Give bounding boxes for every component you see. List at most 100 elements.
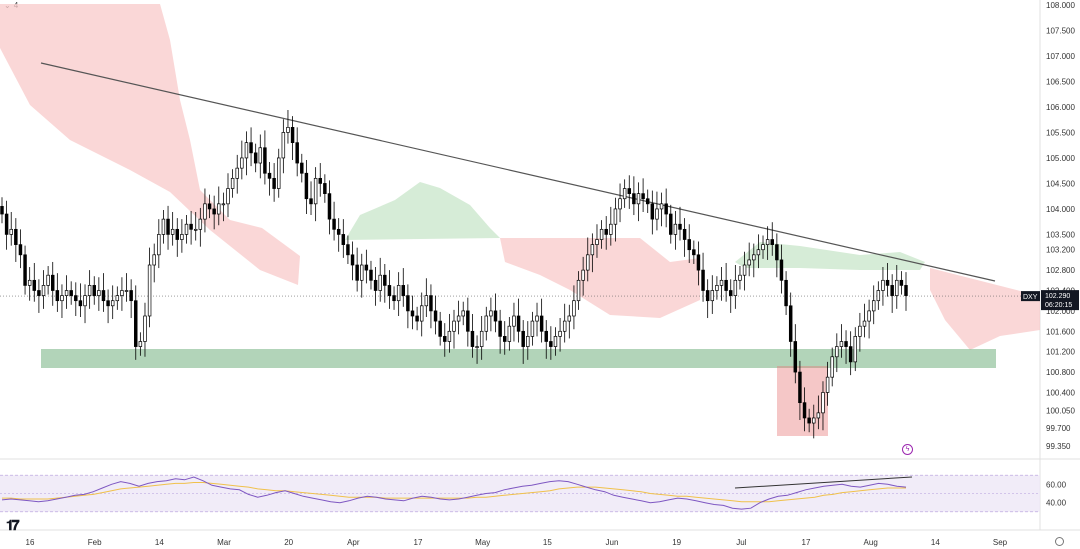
candle-down xyxy=(678,223,682,230)
candle-down xyxy=(401,285,405,296)
candle-up xyxy=(567,315,572,322)
price-tick-label: 102.800 xyxy=(1046,266,1075,275)
price-tick-label: 102.000 xyxy=(1046,307,1075,316)
price-tick-label: 105.000 xyxy=(1046,154,1075,163)
time-tick-label: May xyxy=(475,538,490,547)
candle-down xyxy=(433,310,438,322)
candle-up xyxy=(609,223,613,235)
candle-up xyxy=(553,336,558,347)
candle-down xyxy=(770,239,774,245)
time-tick-label: 15 xyxy=(543,538,552,547)
price-tick-label: 106.500 xyxy=(1046,77,1075,86)
candle-up xyxy=(360,264,364,281)
time-tick-label: 16 xyxy=(26,538,35,547)
candle-up xyxy=(180,234,184,240)
candle-up xyxy=(286,127,290,133)
support-zone xyxy=(41,349,996,368)
candle-down xyxy=(175,228,179,240)
candle-up xyxy=(424,295,429,307)
time-tick-label: Aug xyxy=(864,538,878,547)
candle-up xyxy=(419,305,424,322)
candle-down xyxy=(549,341,553,347)
candle-up xyxy=(489,310,493,317)
candle-up xyxy=(27,279,32,286)
candle-down xyxy=(438,320,442,337)
candle-down xyxy=(134,300,138,347)
rsi-tick-label: 60.00 xyxy=(1046,480,1067,489)
candle-up xyxy=(217,203,221,215)
candle-up xyxy=(535,315,539,322)
candle-down xyxy=(267,172,272,179)
candle-up xyxy=(170,228,175,235)
highlight-box xyxy=(777,366,828,436)
price-tick-label: 101.600 xyxy=(1046,327,1075,336)
candle-up xyxy=(97,290,101,296)
time-tick-label: 14 xyxy=(931,538,940,547)
candle-down xyxy=(69,290,73,296)
time-tick-label: Mar xyxy=(217,538,231,547)
candle-up xyxy=(507,325,512,342)
candle-down xyxy=(295,142,299,164)
candle-up xyxy=(64,290,69,296)
time-tick-label: 19 xyxy=(672,538,681,547)
candle-up xyxy=(152,254,156,266)
candle-up xyxy=(230,177,235,189)
candle-up xyxy=(558,330,562,337)
candle-down xyxy=(687,239,691,251)
time-tick-label: 17 xyxy=(802,538,811,547)
trendline xyxy=(40,62,996,282)
candle-down xyxy=(775,244,779,261)
candle-up xyxy=(41,285,46,296)
candle-down xyxy=(272,177,276,189)
candle-up xyxy=(576,279,581,302)
candle-up xyxy=(277,157,281,189)
candle-up xyxy=(742,264,747,276)
flash-alert-icon[interactable]: ϟ xyxy=(902,444,913,455)
candle-down xyxy=(212,208,216,215)
candle-up xyxy=(203,203,207,220)
candle-down xyxy=(290,127,295,144)
last-price-tag xyxy=(1041,290,1079,311)
bearish-cloud-3 xyxy=(930,268,1040,350)
candle-down xyxy=(793,341,798,373)
candle-down xyxy=(682,228,687,240)
symbol-tag-text: DXY xyxy=(1023,294,1038,301)
candle-up xyxy=(816,412,821,419)
time-tick-label: 14 xyxy=(155,538,164,547)
candle-down xyxy=(798,371,802,404)
time-tick-label: Sep xyxy=(993,538,1008,547)
candle-up xyxy=(733,279,738,296)
candle-up xyxy=(124,290,129,292)
candle-down xyxy=(669,213,673,235)
candle-up xyxy=(447,330,452,342)
candle-up xyxy=(613,208,618,225)
candle-up xyxy=(461,310,465,317)
candle-down xyxy=(516,315,521,332)
candle-up xyxy=(184,223,189,235)
price-tick-label: 105.500 xyxy=(1046,128,1075,137)
candle-up xyxy=(655,208,659,220)
candle-up xyxy=(83,295,87,307)
candle-down xyxy=(106,300,110,307)
price-tick-label: 100.400 xyxy=(1046,388,1075,397)
candle-down xyxy=(724,279,728,291)
candle-down xyxy=(470,330,475,347)
candle-down xyxy=(784,279,788,307)
gear-icon[interactable] xyxy=(1055,537,1064,546)
candle-down xyxy=(350,254,355,266)
candle-down xyxy=(410,310,415,317)
candle-down xyxy=(92,285,96,296)
candle-up xyxy=(586,254,590,271)
candle-down xyxy=(604,228,608,235)
candle-down xyxy=(341,234,346,245)
candle-up xyxy=(281,132,286,159)
candle-up xyxy=(595,239,599,245)
candle-up xyxy=(715,285,719,291)
candle-down xyxy=(18,244,23,256)
candle-up xyxy=(738,274,742,281)
candle-down xyxy=(701,269,705,291)
candle-down xyxy=(346,244,350,256)
candle-down xyxy=(406,295,410,312)
time-tick-label: Apr xyxy=(347,538,360,547)
